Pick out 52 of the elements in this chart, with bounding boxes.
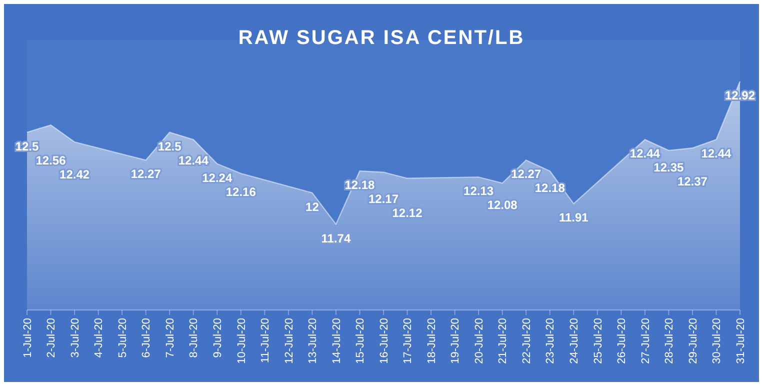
x-tick-label: 2-Jul-20 (46, 318, 58, 358)
x-tick-label: 6-Jul-20 (140, 318, 153, 358)
x-tick-label: 3-Jul-20 (69, 318, 82, 358)
x-tick-label: 7-Jul-20 (164, 318, 176, 358)
x-tick-label: 30-Jul-20 (711, 318, 724, 364)
x-tick-label: 15-Jul-20 (354, 318, 367, 364)
x-tick-label: 1-Jul-20 (22, 318, 34, 358)
x-tick-label: 22-Jul-20 (520, 318, 533, 364)
x-tick-label: 29-Jul-20 (687, 318, 700, 364)
data-label: 12.44 (701, 146, 732, 161)
x-tick-label: 13-Jul-20 (307, 318, 320, 364)
data-label: 12.42 (60, 167, 90, 182)
data-label: 12.56 (36, 153, 66, 168)
x-tick-label: 4-Jul-20 (93, 318, 106, 358)
x-tick-label: 19-Jul-20 (450, 318, 462, 364)
x-tick-label: 21-Jul-20 (497, 318, 510, 364)
data-label: 12 (306, 200, 320, 214)
x-tick-label: 25-Jul-20 (592, 318, 604, 364)
x-tick-label: 20-Jul-20 (473, 318, 486, 364)
x-tick-label: 23-Jul-20 (544, 318, 557, 364)
x-tick-label: 18-Jul-20 (426, 318, 438, 364)
x-tick-label: 14-Jul-20 (330, 318, 343, 364)
x-tick-label: 28-Jul-20 (664, 318, 676, 364)
x-tick-label: 26-Jul-20 (616, 318, 628, 364)
data-label: 12.16 (226, 184, 256, 199)
data-label: 12.17 (368, 192, 399, 206)
data-label: 12.37 (677, 174, 708, 189)
x-tick-label: 27-Jul-20 (640, 318, 652, 364)
x-tick-label: 31-Jul-20 (734, 318, 747, 364)
x-tick-label: 10-Jul-20 (236, 318, 248, 364)
data-label: 12.18 (534, 181, 566, 196)
data-label: 11.91 (558, 210, 589, 225)
data-label: 12.5 (158, 139, 182, 154)
x-tick-label: 5-Jul-20 (116, 318, 129, 358)
data-label: 12.44 (178, 153, 209, 168)
x-tick-label: 16-Jul-20 (378, 318, 390, 364)
data-label: 12.13 (464, 184, 494, 198)
data-label: 12.24 (202, 170, 232, 185)
data-label: 12.08 (487, 198, 518, 212)
data-label: 12.35 (654, 160, 684, 175)
data-label: 12.27 (130, 167, 162, 182)
data-label: 11.74 (321, 231, 351, 246)
x-tick-label: 8-Jul-20 (188, 318, 200, 358)
x-tick-label: 24-Jul-20 (568, 318, 580, 364)
chart-title: RAW SUGAR ISA CENT/LB (238, 27, 525, 49)
x-tick-label: 12-Jul-20 (283, 318, 296, 364)
x-tick-label: 17-Jul-20 (402, 318, 414, 364)
data-label: 12.27 (511, 167, 542, 182)
data-label: 12.12 (392, 206, 423, 220)
x-tick-label: 9-Jul-20 (212, 318, 224, 358)
data-label: 12.44 (630, 146, 660, 161)
x-tick-label: 11-Jul-20 (260, 318, 272, 364)
